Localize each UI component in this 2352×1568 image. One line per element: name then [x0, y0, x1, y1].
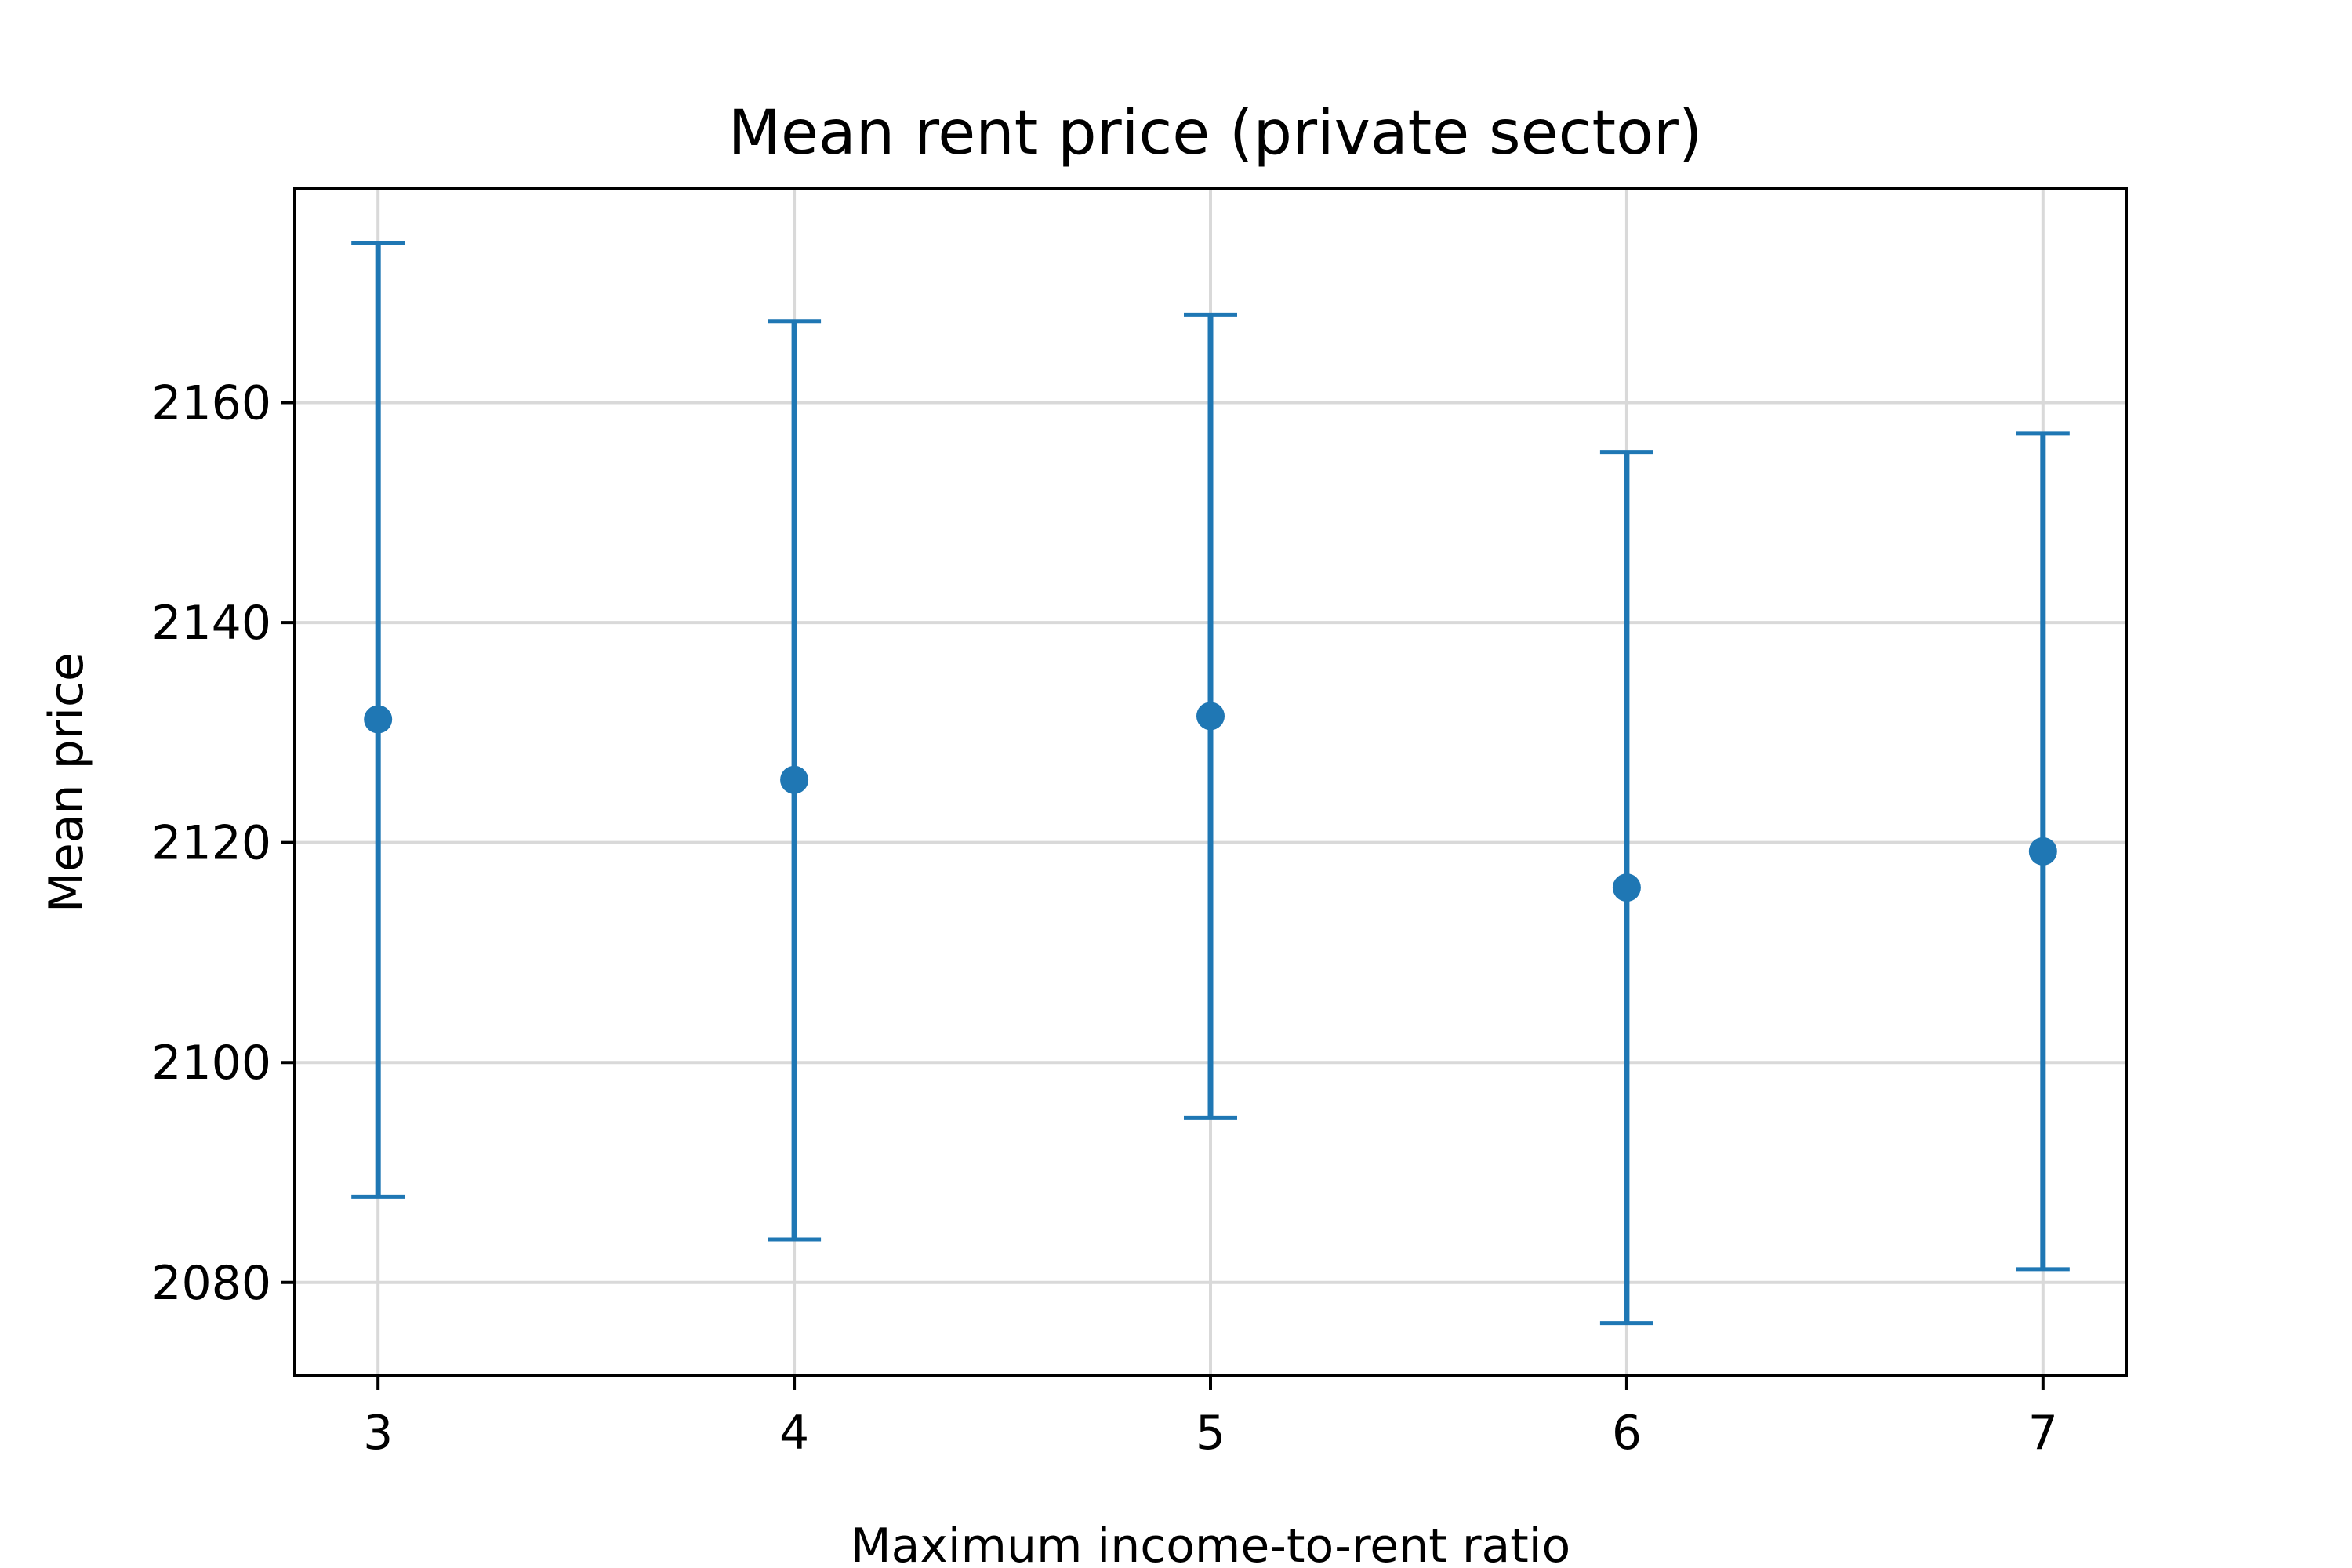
x-tick-label: 4: [779, 1406, 809, 1461]
y-tick-label: 2080: [151, 1256, 271, 1311]
data-point: [1612, 873, 1641, 902]
y-tick-label: 2100: [151, 1036, 271, 1091]
data-layer: [351, 241, 2070, 1326]
y-tick-label: 2160: [151, 376, 271, 431]
x-axis-label: Maximum income-to-rent ratio: [851, 1519, 1570, 1568]
data-point: [364, 705, 393, 734]
x-tick-label: 6: [1612, 1406, 1642, 1461]
x-tick-label: 3: [363, 1406, 393, 1461]
data-point: [780, 765, 809, 794]
tick-layer: 3 4 5 6 7 2080 2100 2120 2140 2160: [151, 376, 2058, 1461]
x-tick-label: 7: [2028, 1406, 2058, 1461]
y-tick-label: 2120: [151, 816, 271, 871]
y-axis-label: Mean price: [39, 652, 94, 913]
data-point: [2028, 837, 2057, 866]
x-tick-label: 5: [1196, 1406, 1225, 1461]
data-point: [1196, 702, 1225, 731]
y-tick-label: 2140: [151, 596, 271, 651]
chart-title: Mean rent price (private sector): [728, 98, 1703, 169]
